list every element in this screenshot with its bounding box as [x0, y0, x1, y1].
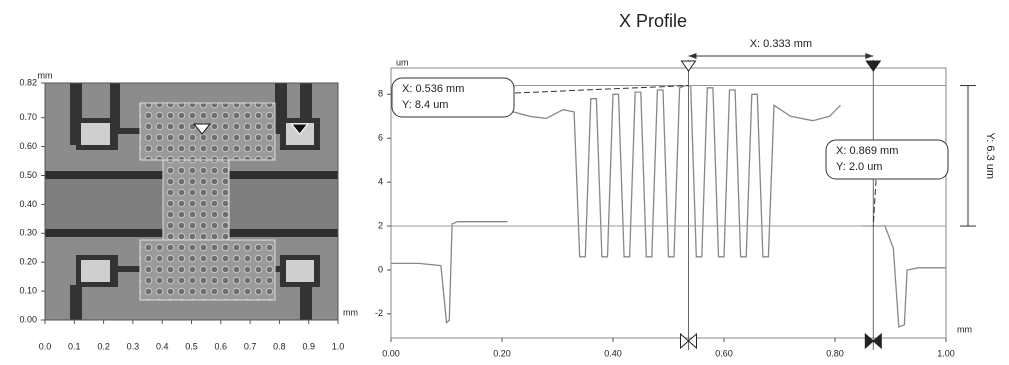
chart-title: X Profile [619, 11, 687, 31]
x-tick-label: 0.80 [826, 348, 844, 358]
y-unit: um [396, 57, 409, 67]
cursor-x-label: X: 0.536 mm [402, 83, 464, 95]
x-tick-label: 0.5 [185, 341, 198, 351]
x-unit: mm [957, 324, 972, 334]
y-unit: mm [38, 70, 53, 80]
x-tick-label: 0.40 [604, 348, 622, 358]
y-tick-label: 0.10 [19, 285, 37, 295]
cursor-leader [872, 179, 877, 227]
cursor-leader [514, 85, 689, 94]
y-tick-label: 0.82 [19, 77, 37, 87]
image-cursor-marker [193, 123, 212, 135]
x-tick-label: 0.20 [493, 348, 511, 358]
y-tick-label: 0.00 [19, 314, 37, 324]
y-tick-label: 0.20 [19, 257, 37, 267]
x-tick-label: 0.0 [39, 341, 52, 351]
y-tick-label: 6 [378, 133, 383, 143]
y-tick-label: 2 [378, 220, 383, 230]
delta-x-label: X: 0.333 mm [750, 38, 812, 50]
cursor-top-marker [865, 60, 882, 72]
x-tick-label: 0.00 [382, 348, 400, 358]
x-tick-label: 0.1 [68, 341, 81, 351]
image-cursor-marker [290, 123, 309, 135]
y-tick-label: 8 [378, 89, 383, 99]
cursor-label-box [825, 139, 949, 180]
y-tick-label: 0.30 [19, 228, 37, 238]
x-tick-label: 0.3 [127, 341, 140, 351]
x-tick-label: 0.4 [156, 341, 169, 351]
cursor-label-box [391, 77, 515, 118]
x-tick-label: 1.0 [332, 341, 345, 351]
cursor-y-label: Y: 8.4 um [402, 99, 448, 111]
x-tick-label: 0.6 [215, 341, 228, 351]
x-tick-label: 0.7 [244, 341, 257, 351]
x-tick-label: 0.2 [97, 341, 110, 351]
x-tick-label: 0.8 [273, 341, 286, 351]
y-tick-label: 0.60 [19, 141, 37, 151]
y-tick-label: 0.40 [19, 199, 37, 209]
x-tick-label: 0.9 [302, 341, 315, 351]
profile-line [391, 84, 946, 328]
cursor-bottom-marker [864, 332, 882, 350]
delta-y-label: Y: 6.3 um [984, 133, 996, 179]
y-tick-label: 0 [378, 264, 383, 274]
y-tick-label: 0.70 [19, 112, 37, 122]
cursor-y-label: Y: 2.0 um [836, 161, 882, 173]
y-tick-label: 0.50 [19, 170, 37, 180]
micrograph [45, 83, 338, 320]
x-tick-label: 1.00 [937, 348, 955, 358]
plot-frame [390, 67, 947, 339]
x-tick-label: 0.60 [715, 348, 733, 358]
y-tick-label: -2 [375, 308, 383, 318]
cursor-x-label: X: 0.869 mm [836, 145, 898, 157]
cursor-bottom-marker [679, 332, 697, 350]
x-unit: mm [343, 307, 358, 317]
cursor-top-marker [680, 60, 697, 72]
y-tick-label: 4 [378, 177, 383, 187]
